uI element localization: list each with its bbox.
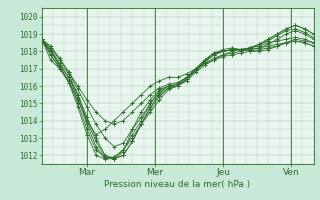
X-axis label: Pression niveau de la mer( hPa ): Pression niveau de la mer( hPa ) <box>104 180 251 189</box>
